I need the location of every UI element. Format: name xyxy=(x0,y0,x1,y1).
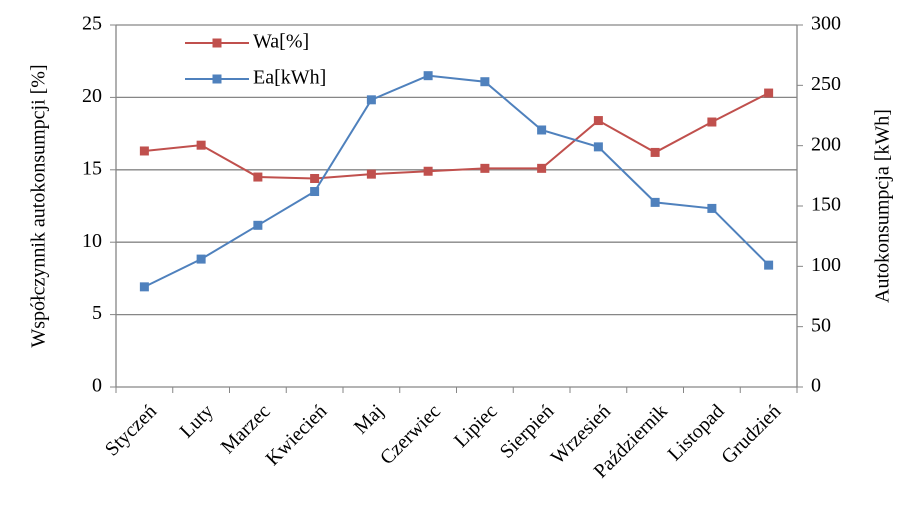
x-tick-label: Kwiecień xyxy=(262,400,332,470)
x-tick-label: Maj xyxy=(350,400,388,438)
y-tick-label: 15 xyxy=(82,157,102,179)
point-marker xyxy=(537,163,547,173)
point-marker xyxy=(480,77,490,87)
x-tick-label: Luty xyxy=(176,400,218,442)
point-marker xyxy=(707,117,717,127)
point-marker xyxy=(650,147,660,157)
y2-tick-label: 200 xyxy=(811,133,841,155)
point-marker xyxy=(139,146,149,156)
series-line xyxy=(144,92,770,180)
y2-tick-label: 50 xyxy=(811,314,831,336)
point-marker xyxy=(366,95,376,105)
point-marker xyxy=(593,116,603,126)
legend-label: Ea[kWh] xyxy=(253,67,326,89)
point-marker xyxy=(650,197,660,207)
y-axis-title: Współczynnik autokonsumpcji [%] xyxy=(28,64,50,347)
y2-tick-label: 100 xyxy=(811,254,841,276)
point-marker xyxy=(707,203,717,213)
point-marker xyxy=(310,173,320,183)
y2-tick-label: 0 xyxy=(811,375,821,397)
point-marker xyxy=(593,142,603,152)
legend-marker xyxy=(212,38,222,48)
point-marker xyxy=(480,163,490,173)
y2-tick-label: 300 xyxy=(811,13,841,35)
y-tick-label: 5 xyxy=(92,302,102,324)
x-tick-label: Styczeń xyxy=(101,400,161,460)
y2-axis-title: Autokonsumpcja [kWh] xyxy=(872,109,894,303)
point-marker xyxy=(253,172,263,182)
point-marker xyxy=(196,140,206,150)
y2-tick-label: 250 xyxy=(811,73,841,95)
y-tick-label: 0 xyxy=(92,375,102,397)
x-tick-label: Czerwiec xyxy=(376,400,445,469)
point-marker xyxy=(423,71,433,81)
point-marker xyxy=(253,220,263,230)
x-tick-label: Grudzień xyxy=(717,400,785,468)
y-tick-label: 20 xyxy=(82,85,102,107)
point-marker xyxy=(196,254,206,264)
y-tick-label: 10 xyxy=(82,230,102,252)
series-line xyxy=(143,74,770,288)
point-marker xyxy=(764,88,774,98)
x-tick-label: Lipiec xyxy=(450,400,502,452)
legend-marker xyxy=(212,74,222,84)
legend-label: Wa[%] xyxy=(253,31,309,53)
point-marker xyxy=(366,169,376,179)
y-tick-label: 25 xyxy=(82,13,102,35)
point-marker xyxy=(423,166,433,176)
point-marker xyxy=(537,125,547,135)
point-marker xyxy=(764,260,774,270)
y2-tick-label: 150 xyxy=(811,194,841,216)
point-marker xyxy=(139,282,149,292)
point-marker xyxy=(310,187,320,197)
